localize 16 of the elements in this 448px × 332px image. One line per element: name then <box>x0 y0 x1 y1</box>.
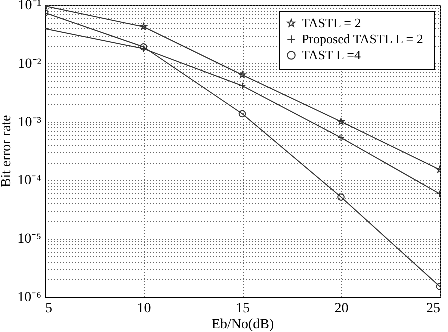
y-axis-title: Bit error rate <box>0 115 15 188</box>
y-tick-label: 10⁻² <box>18 56 42 72</box>
y-tick-label: 10⁻⁵ <box>18 232 42 248</box>
x-tick-label: 10 <box>137 302 152 316</box>
y-tick-label: 10⁻⁶ <box>18 290 42 306</box>
y-tick-label: 10⁻⁴ <box>18 174 42 189</box>
y-tick-label: 10⁻¹ <box>18 0 42 14</box>
x-tick-label: 25 <box>426 302 440 316</box>
x-tick-label: 20 <box>334 302 349 316</box>
legend-label: Proposed TASTL L = 2 <box>302 32 424 46</box>
legend-label: TAST L =4 <box>302 48 362 62</box>
x-axis-title: Eb/No(dB) <box>212 318 274 332</box>
legend-label: TASTL = 2 <box>302 16 362 30</box>
x-tick-label: 15 <box>236 302 250 316</box>
x-tick-label: 5 <box>46 302 52 316</box>
y-tick-label: 10⁻³ <box>18 115 42 130</box>
